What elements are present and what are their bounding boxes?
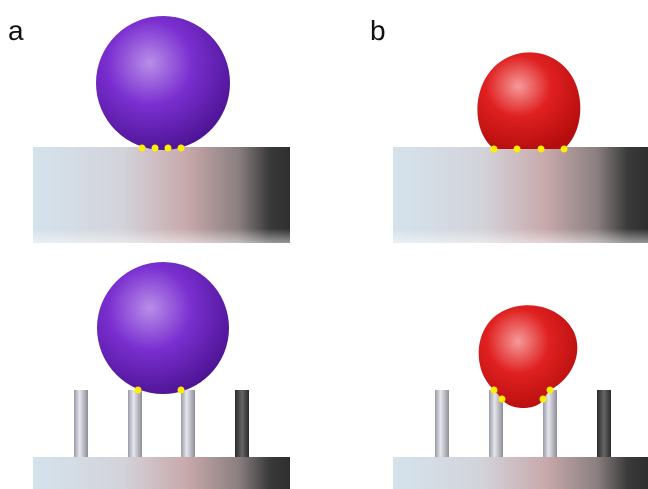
scene-a-pillars [33, 262, 290, 489]
figure: a b [0, 0, 648, 489]
panel-label: a [8, 15, 24, 46]
scene-b-flat [393, 52, 648, 243]
panel-label: b [370, 15, 386, 46]
scene-b-pillars [393, 305, 648, 489]
scene-a-flat [33, 16, 290, 243]
